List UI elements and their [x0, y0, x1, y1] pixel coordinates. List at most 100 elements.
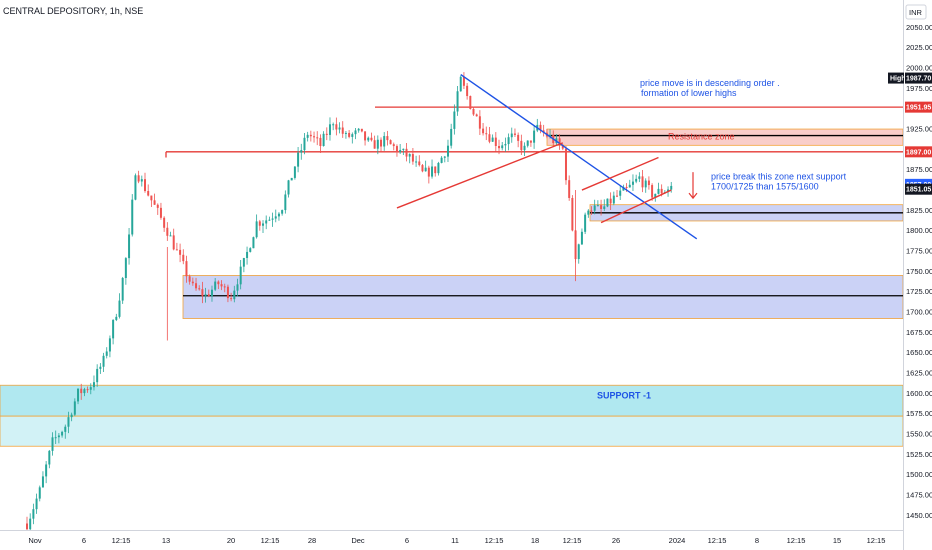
y-tick-label: 1700.00 — [906, 308, 932, 317]
candle-body — [513, 133, 516, 135]
y-tick-label: 1525.00 — [906, 450, 932, 459]
trendline-wedge-upper — [581, 156, 659, 191]
candle-body — [306, 134, 309, 138]
zone-support-1-zone — [0, 384, 904, 417]
y-tick-label: 1800.00 — [906, 226, 932, 235]
candle-body — [478, 116, 481, 129]
candle-body — [638, 176, 641, 179]
candle-body — [389, 140, 392, 145]
candle-body — [159, 207, 162, 218]
candle-body — [376, 139, 379, 149]
candle-body — [137, 175, 140, 182]
candle-body — [603, 206, 606, 209]
candle-body — [303, 137, 306, 151]
candle-body — [641, 176, 644, 188]
candle-body — [210, 289, 213, 297]
price-badge-1987.70: 1987.70 — [906, 76, 931, 83]
candle-body — [265, 220, 268, 224]
price-badge-1897.00: 1897.00 — [906, 149, 931, 156]
candle-body — [533, 130, 536, 143]
candle-body — [488, 134, 491, 142]
candle-body — [175, 249, 178, 251]
time-scale-background — [0, 530, 903, 550]
candle-body — [446, 145, 449, 157]
currency-button-label[interactable]: INR — [909, 8, 923, 17]
x-tick-label: 12:15 — [708, 536, 727, 545]
candle-body — [128, 234, 131, 259]
candle-body — [86, 389, 89, 391]
candle-body — [437, 162, 440, 174]
candle-body — [631, 181, 634, 185]
candle-body — [360, 128, 363, 132]
candle-body — [242, 258, 245, 267]
trendline-descending-trendline — [460, 73, 698, 240]
candle-body — [150, 195, 153, 201]
candle-body — [670, 185, 673, 190]
price-badge-bg — [905, 72, 932, 84]
zone-support-1-lower — [0, 415, 904, 447]
candle-body — [108, 338, 111, 352]
x-tick-label: 12:15 — [787, 536, 806, 545]
candle-body — [517, 134, 520, 141]
candle-body — [274, 216, 277, 219]
zone-label-support-1-zone: SUPPORT -1 — [597, 390, 651, 400]
candle-body — [26, 523, 28, 530]
candle-body — [166, 227, 169, 236]
candle-body — [431, 166, 434, 177]
candle-body — [367, 137, 370, 141]
candle-body — [386, 136, 389, 141]
candle-body — [411, 154, 414, 162]
candle-body — [434, 166, 437, 174]
candle-body — [172, 235, 175, 250]
candle-body — [600, 205, 603, 209]
x-tick-label: 12:15 — [563, 536, 582, 545]
candle-body — [236, 284, 239, 291]
candles — [26, 72, 673, 534]
candle-body — [564, 148, 567, 181]
candle-body — [163, 217, 166, 228]
candle-body — [153, 200, 156, 205]
candle-body — [341, 127, 344, 134]
candle-body — [249, 248, 252, 252]
x-tick-label: 6 — [82, 536, 86, 545]
y-tick-label: 2000.00 — [906, 64, 932, 73]
y-tick-label: 1925.00 — [906, 125, 932, 134]
candle-body — [616, 195, 619, 197]
candle-body — [651, 185, 654, 198]
candle-body — [57, 435, 60, 438]
candle-body — [405, 148, 408, 157]
candle-body — [523, 145, 526, 151]
candle-body — [399, 149, 402, 153]
zone-label-resistance-zone: Resistance zone — [668, 132, 735, 142]
currency-button[interactable] — [905, 4, 927, 20]
candle-body — [112, 319, 115, 339]
candle-body — [61, 431, 64, 436]
candle-body — [185, 261, 188, 277]
candle-body — [357, 128, 360, 131]
x-tick-label: 2024 — [669, 536, 686, 545]
candle-body — [29, 518, 32, 530]
y-tick-label: 2025.00 — [906, 43, 932, 52]
candle-body — [147, 191, 150, 196]
candle-body — [402, 148, 405, 150]
candle-body — [41, 476, 44, 488]
y-tick-label: 2050.00 — [906, 23, 932, 32]
candle-body — [469, 96, 472, 109]
candle-body — [32, 509, 35, 519]
candle-body — [179, 249, 182, 255]
candle-body — [507, 137, 510, 145]
x-tick-label: 12:15 — [112, 536, 131, 545]
candle-body — [105, 351, 108, 356]
candle-body — [239, 266, 242, 285]
candle-body — [619, 190, 622, 196]
candle-body — [226, 286, 229, 299]
candle-body — [35, 498, 38, 510]
x-tick-label: Dec — [351, 536, 365, 545]
candle-body — [230, 298, 233, 300]
candle-body — [252, 237, 255, 249]
candle-body — [316, 137, 319, 139]
candle-body — [89, 387, 92, 390]
candle-body — [612, 195, 615, 204]
